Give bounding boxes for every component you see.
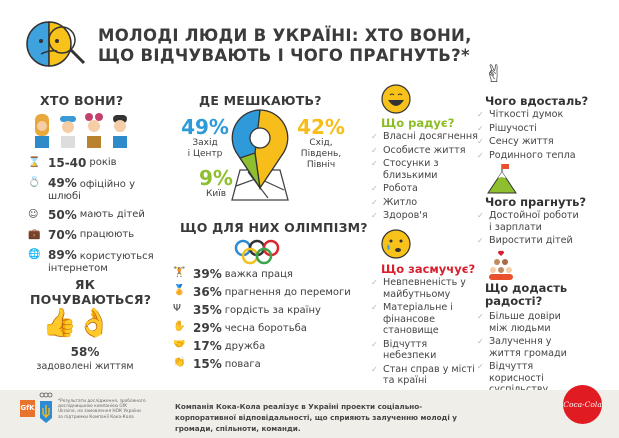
aspire-heading: Чого прагнуть? bbox=[485, 195, 587, 209]
list-item: Виростити дітей bbox=[477, 235, 579, 247]
joy-heading: Що радує? bbox=[381, 116, 455, 130]
olympic-rings-icon bbox=[234, 239, 280, 265]
rings-icon: 💍 bbox=[28, 177, 41, 188]
where-east: 42% Схід, Південь, Північ bbox=[297, 115, 345, 170]
where-west: 49% Захід і Центр bbox=[181, 115, 229, 159]
where-kyiv: 9% Київ bbox=[199, 166, 233, 199]
avatar-icon bbox=[60, 116, 76, 148]
mountain-flag-icon bbox=[487, 164, 517, 194]
list-item: Невпевненість у майбутньому bbox=[371, 277, 479, 300]
happier-list: Більше довіри між людьми Залучення у жит… bbox=[477, 311, 577, 398]
olympism-item: 👏 15% повага bbox=[173, 357, 261, 371]
olympism-item: 🏋 39% важка праця bbox=[173, 267, 293, 281]
hourglass-icon: ⌛ bbox=[28, 157, 41, 168]
olympism-item: 🏅 36% прагнення до перемоги bbox=[173, 285, 351, 299]
olympism-item: ✋ 29% чесна боротьба bbox=[173, 321, 307, 335]
list-item: Робота bbox=[371, 183, 479, 195]
globe-icon: 🌐 bbox=[28, 249, 41, 260]
trident-icon: Ψ bbox=[173, 303, 181, 314]
briefcase-icon: 💼 bbox=[28, 229, 41, 240]
noc-ukraine-logo bbox=[39, 392, 53, 423]
sad-face-icon bbox=[381, 229, 411, 259]
olympism-item: 🤝 17% дружба bbox=[173, 339, 266, 353]
lack-list: Чіткості думок Рішучості Сенсу життя Род… bbox=[477, 109, 617, 163]
list-item: Особисте життя bbox=[371, 145, 479, 157]
list-item: Рішучості bbox=[477, 123, 617, 135]
olympism-item: Ψ 35% гордість за країну bbox=[173, 303, 321, 317]
people-heart-icon bbox=[489, 250, 513, 280]
who-heading: ХТО ВОНИ? bbox=[40, 93, 124, 108]
magnifier-face-icon bbox=[26, 21, 86, 67]
sad-heading: Що засмучує? bbox=[381, 262, 476, 276]
sad-list: Невпевненість у майбутньому Матеріальне … bbox=[371, 277, 479, 389]
gfk-logo: GfK bbox=[20, 400, 35, 417]
list-item: Житло bbox=[371, 197, 479, 209]
thumbs-ok-icon: 👍👌 bbox=[42, 306, 112, 339]
list-item: Здоров'я bbox=[371, 210, 479, 222]
avatar-icon bbox=[35, 114, 49, 148]
baby-icon: ☺ bbox=[28, 209, 39, 220]
joy-list: Власні досягнення Особисте життя Стосунк… bbox=[371, 131, 479, 224]
stat-internet: 🌐 89% користуються інтернетом bbox=[28, 248, 154, 274]
stat-age: ⌛ 15-40 років bbox=[28, 156, 117, 170]
list-item: Сенсу життя bbox=[477, 136, 617, 148]
hand-icon: ✋ bbox=[173, 321, 186, 332]
aspire-list: Достойної роботи і зарплати Виростити ді… bbox=[477, 210, 579, 249]
handshake-icon: 🤝 bbox=[173, 339, 186, 350]
happy-face-icon bbox=[381, 84, 411, 114]
list-item: Стосунки з близькими bbox=[371, 158, 479, 181]
list-item: Родинного тепла bbox=[477, 150, 617, 162]
clap-icon: 👏 bbox=[173, 357, 186, 368]
stat-married: 💍 49% офіційно у шлюбі bbox=[28, 176, 136, 202]
footnote: *Результати дослідження, зробленого досл… bbox=[58, 399, 146, 420]
lack-heading: Чого вдосталь? bbox=[485, 94, 589, 108]
list-item: Залучення у життя громади bbox=[477, 336, 577, 359]
feel-value: 58% bbox=[70, 345, 100, 359]
avatar-icon bbox=[85, 113, 103, 148]
list-item: Власні досягнення bbox=[371, 131, 479, 143]
list-item: Стан справ у місті та країні bbox=[371, 364, 479, 387]
map-pin-icon bbox=[231, 109, 289, 201]
avatars bbox=[32, 112, 130, 148]
coca-cola-logo: Coca-Cola bbox=[563, 385, 602, 424]
stat-work: 💼 70% працюють bbox=[28, 228, 135, 242]
list-item: Відчуття небезпеки bbox=[371, 339, 479, 362]
happier-heading: Що додасть радості? bbox=[485, 281, 568, 308]
olympism-list: 🏋 39% важка праця 🏅 36% прагнення до перемог… bbox=[173, 265, 351, 373]
medal-icon: 🏅 bbox=[173, 285, 186, 296]
stat-children: ☺ 50% мають дітей bbox=[28, 208, 145, 222]
list-item: Відчуття корисності суспільству bbox=[477, 361, 577, 396]
dumbbell-icon: 🏋 bbox=[173, 267, 186, 278]
list-item: Матеріальне і фінансове становище bbox=[371, 302, 479, 337]
list-item: Більше довіри між людьми bbox=[477, 311, 577, 334]
list-item: Чіткості думок bbox=[477, 109, 617, 121]
victory-hand-icon: ✌ bbox=[484, 60, 505, 88]
footer-text: Компанія Кока-Кола реалізує в Україні пр… bbox=[175, 402, 457, 433]
list-item: Достойної роботи і зарплати bbox=[477, 210, 579, 233]
feel-heading: ЯК ПОЧУВАЮТЬСЯ? bbox=[30, 277, 152, 307]
avatar-icon bbox=[113, 115, 127, 148]
footer bbox=[0, 390, 619, 438]
where-heading: ДЕ МЕШКАЮТЬ? bbox=[199, 93, 322, 108]
feel-text: задоволені життям bbox=[36, 361, 134, 372]
olympism-heading: ЩО ДЛЯ НИХ ОЛІМПІЗМ? bbox=[180, 220, 368, 235]
page-title: МОЛОДІ ЛЮДИ В УКРАЇНІ: ХТО ВОНИ, ЩО ВІДЧ… bbox=[98, 26, 472, 65]
who-stats: ⌛ 15-40 років 💍 49% офіційно у шлюбі ☺ 50% маю… bbox=[28, 157, 168, 275]
